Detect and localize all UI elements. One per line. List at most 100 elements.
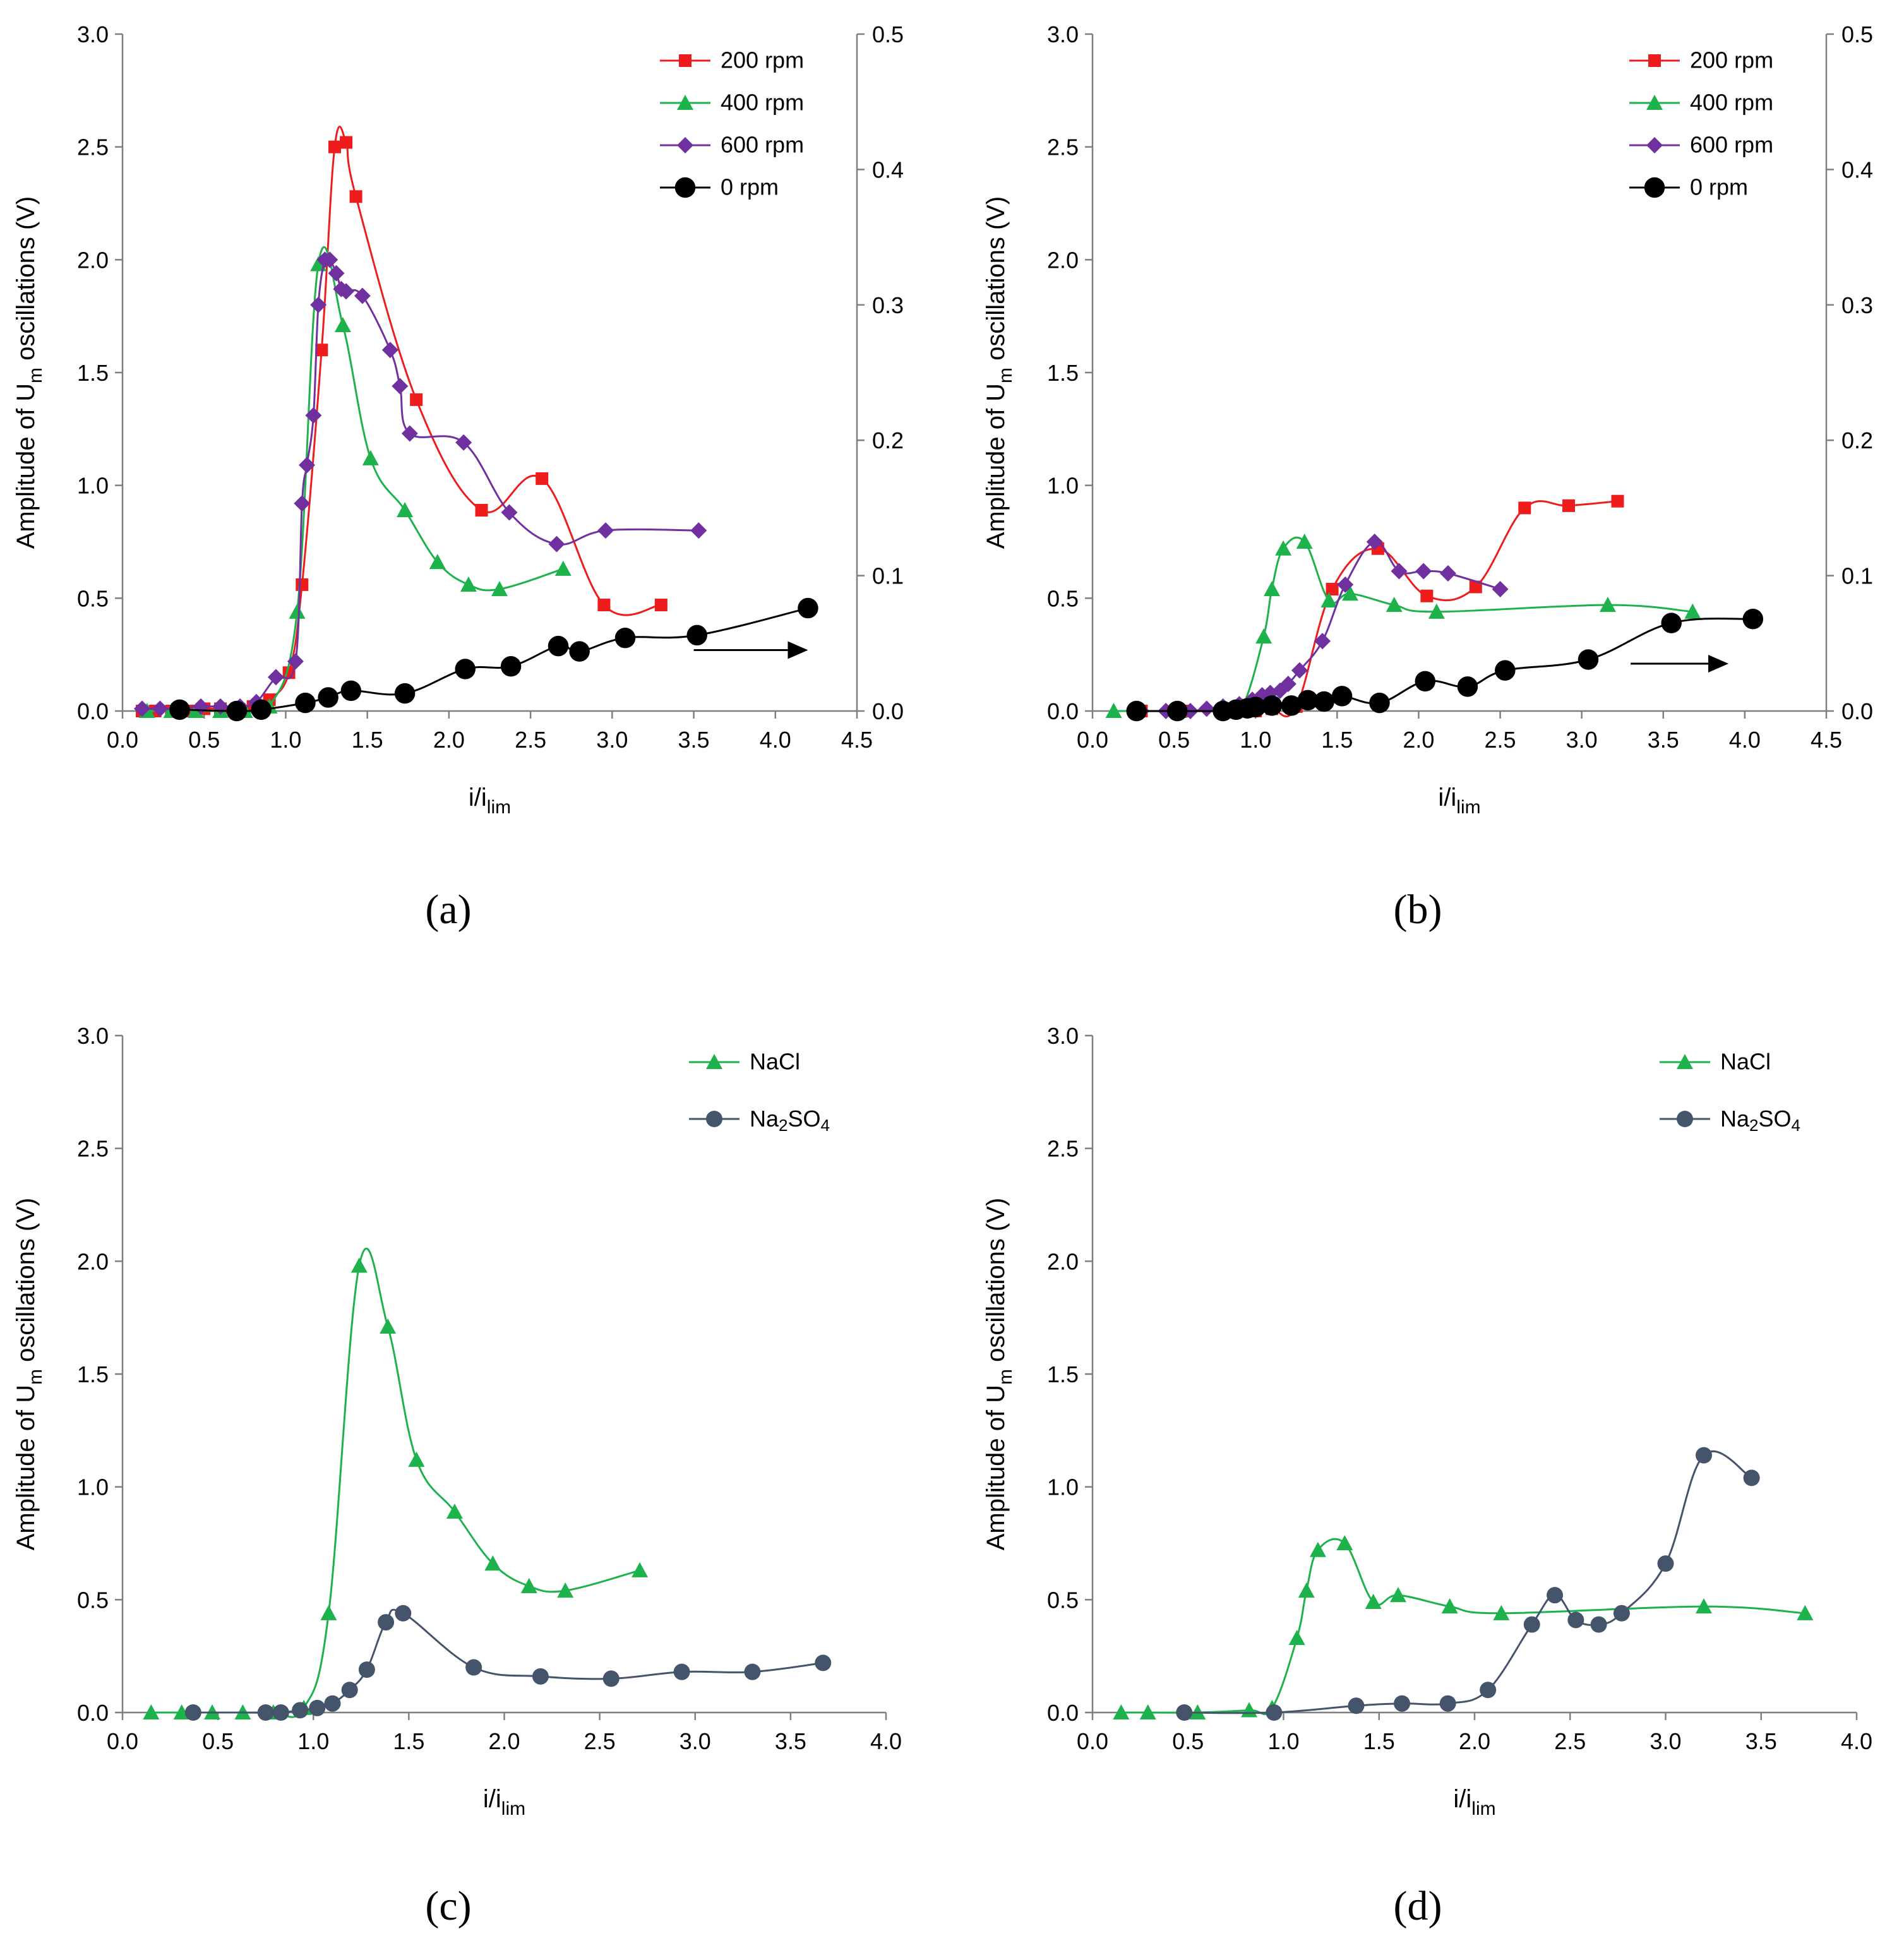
series-line-200-rpm — [141, 126, 662, 712]
data-point-0-rpm — [1415, 671, 1436, 692]
data-point-na-so — [1613, 1605, 1630, 1622]
y2-tick-label: 0.0 — [1841, 698, 1873, 724]
y-tick-label: 2.5 — [77, 1136, 109, 1162]
chart-b: 0.0 0.5 1.0 1.5 2.0 2.5 3.0 3.5 4.0 4.5 0.0 0.5 1.0 1… — [982, 21, 1873, 818]
chart-a: 0.0 0.5 1.0 1.5 2.0 2.5 3.0 3.5 4.0 4.5 0.0 0.5 1.0 1… — [12, 21, 904, 818]
x-tick-label: 0.0 — [107, 1728, 138, 1754]
data-point-nacl — [380, 1318, 397, 1334]
data-point-200-rpm — [1420, 589, 1434, 602]
data-point-400-rpm — [460, 576, 477, 592]
data-point-na-so — [1480, 1682, 1497, 1699]
x-tick-label: 1.0 — [1267, 1728, 1299, 1754]
data-point-400-rpm — [429, 554, 446, 570]
x-tick-label: 3.5 — [775, 1728, 806, 1754]
legend-label-400-rpm: 400 rpm — [1690, 90, 1773, 116]
y-tick-label: 3.0 — [77, 21, 109, 47]
data-point-400-rpm — [334, 316, 351, 333]
series-600-rpm — [1133, 534, 1509, 719]
legend-label-600-rpm: 600 rpm — [721, 132, 804, 158]
data-point-600-rpm — [392, 378, 409, 395]
x-tick-label: 2.5 — [515, 727, 546, 753]
series-line-0-rpm — [1136, 618, 1753, 712]
x-tick-label: 1.0 — [1240, 727, 1271, 753]
legend-label-nacl: NaCl — [750, 1049, 800, 1075]
data-point-200-rpm — [536, 472, 549, 485]
y-tick-label: 1.0 — [1047, 1474, 1079, 1500]
legend: NaCl Na2SO4 — [689, 1049, 830, 1135]
data-point-0-rpm — [1261, 695, 1283, 716]
y-axis-label: Amplitude of Um oscillations (V) — [12, 196, 46, 549]
data-point-400-rpm — [397, 501, 414, 518]
data-point-na-so — [1439, 1695, 1456, 1712]
data-point-na-so — [184, 1704, 201, 1721]
y-tick-label: 0.5 — [1047, 585, 1079, 611]
data-point-600-rpm — [1391, 563, 1408, 580]
legend-marker — [674, 177, 696, 198]
legend-marker — [677, 137, 693, 153]
data-point-0-rpm — [1331, 686, 1353, 707]
y-tick-label: 2.0 — [77, 1248, 109, 1274]
legend-marker — [1646, 95, 1663, 111]
legend-label-na-so: Na2SO4 — [1720, 1106, 1800, 1135]
arrow-head — [1708, 654, 1729, 673]
data-point-400-rpm — [554, 560, 572, 576]
data-point-600-rpm — [1291, 662, 1308, 679]
y-axis-label: Amplitude of Um oscillations (V) — [982, 196, 1016, 549]
data-point-nacl — [520, 1577, 537, 1593]
data-point-600-rpm — [381, 342, 398, 359]
x-tick-label: 1.5 — [393, 1728, 424, 1754]
data-point-200-rpm — [340, 136, 353, 149]
data-point-600-rpm — [1415, 563, 1432, 580]
data-point-200-rpm — [315, 344, 328, 357]
y-tick-label: 1.5 — [77, 360, 109, 386]
data-point-nacl — [1365, 1593, 1382, 1609]
data-point-na-so — [395, 1605, 412, 1622]
data-point-400-rpm — [1320, 592, 1338, 607]
legend-marker — [677, 95, 693, 111]
data-point-200-rpm — [1326, 583, 1339, 596]
x-tick-label: 3.5 — [1745, 1728, 1777, 1754]
y2-tick-label: 0.5 — [872, 21, 904, 47]
y-tick-label: 2.5 — [77, 135, 109, 160]
data-point-600-rpm — [1337, 576, 1354, 593]
x-tick-label: 1.0 — [270, 727, 301, 753]
y-tick-label: 0.0 — [1047, 1700, 1079, 1726]
x-tick-label: 0.0 — [107, 727, 138, 753]
data-point-200-rpm — [1611, 494, 1624, 508]
y-tick-label: 2.5 — [1047, 135, 1079, 160]
data-point-600-rpm — [401, 425, 418, 442]
y2-tick-label: 0.5 — [1841, 21, 1873, 47]
data-point-200-rpm — [1562, 499, 1576, 512]
legend-item-0-rpm: 0 rpm — [660, 174, 779, 200]
data-point-200-rpm — [349, 190, 362, 203]
x-tick-label: 4.0 — [1729, 727, 1761, 753]
data-point-0-rpm — [295, 692, 316, 714]
data-point-600-rpm — [1279, 676, 1296, 693]
data-point-nacl — [143, 1704, 160, 1720]
data-point-200-rpm — [1469, 580, 1482, 594]
data-point-0-rpm — [1661, 613, 1682, 633]
legend-item-400-rpm: 400 rpm — [1629, 90, 1773, 116]
data-point-na-so — [465, 1659, 482, 1676]
y-tick-label: 1.0 — [77, 1474, 109, 1500]
axes: 0.0 0.5 1.0 1.5 2.0 2.5 3.0 3.5 4.0 4.5 0.0 0.5 1.0 1… — [982, 21, 1873, 818]
legend-item-na-so: Na2SO4 — [1660, 1106, 1800, 1135]
data-point-0-rpm — [1495, 660, 1516, 681]
x-axis-label: i/ilim — [1453, 1785, 1495, 1819]
data-point-600-rpm — [310, 296, 327, 313]
y-tick-label: 0.0 — [77, 698, 109, 724]
data-point-0-rpm — [394, 683, 416, 704]
data-point-0-rpm — [500, 655, 522, 677]
data-point-200-rpm — [1518, 501, 1531, 515]
x-tick-label: 3.0 — [596, 727, 628, 753]
series-line-nacl — [151, 1247, 640, 1718]
x-tick-label: 2.5 — [1554, 1728, 1586, 1754]
data-point-nacl — [320, 1605, 337, 1620]
legend-marker — [1644, 177, 1665, 198]
data-point-600-rpm — [690, 522, 707, 539]
data-point-400-rpm — [1264, 581, 1281, 597]
axes: 0.0 0.5 1.0 1.5 2.0 2.5 3.0 3.5 4.0 0.0 0.5 1.0 1.5 2… — [12, 1023, 902, 1819]
x-tick-label: 0.5 — [188, 727, 220, 753]
x-tick-label: 3.5 — [678, 727, 710, 753]
